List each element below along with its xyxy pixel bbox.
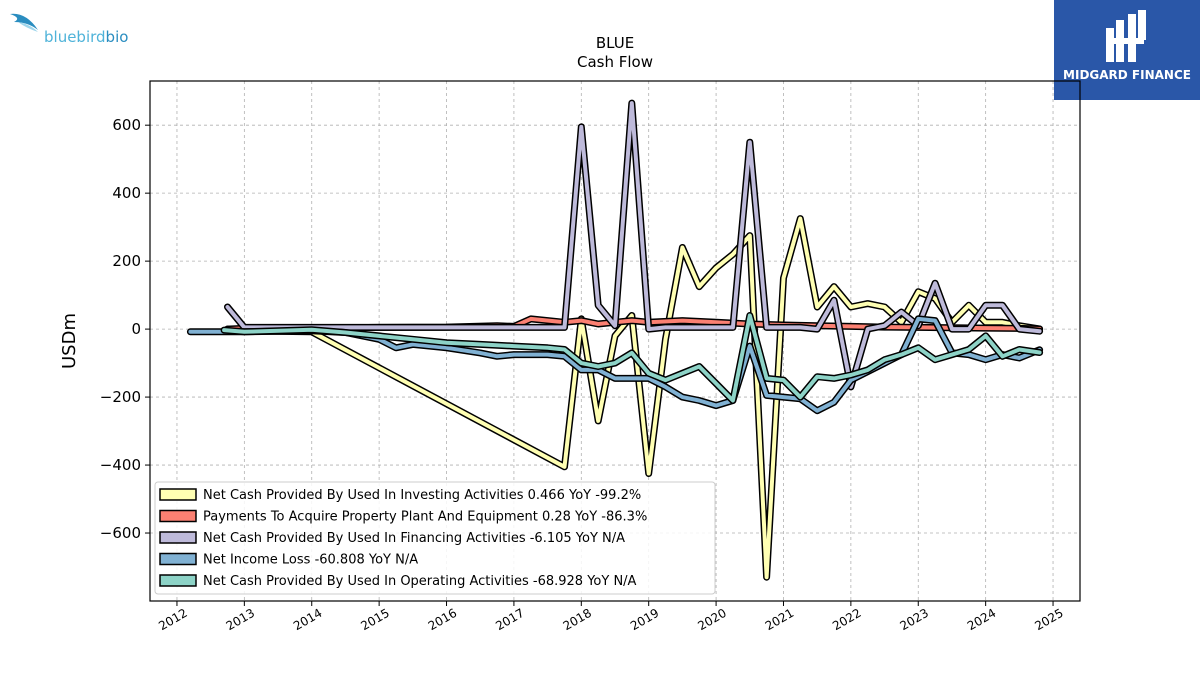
y-tick-label: −600	[100, 524, 141, 542]
x-tick-label: 2022	[830, 606, 863, 633]
bird-icon	[10, 13, 38, 32]
x-tick-label: 2012	[156, 606, 189, 633]
x-tick-label: 2017	[493, 606, 526, 633]
legend-entry: Net Income Loss -60.808 YoY N/A	[203, 553, 418, 568]
x-tick-label: 2018	[561, 606, 594, 633]
y-tick-label: 0	[131, 320, 141, 338]
y-tick-label: −200	[100, 388, 141, 406]
y-tick-label: 600	[112, 116, 141, 134]
bluebird-wordmark: bluebirdbio	[44, 28, 129, 46]
midgard-emblem-icon	[1106, 10, 1146, 62]
x-tick-label: 2023	[898, 606, 931, 633]
bluebird-logo: bluebirdbio	[8, 8, 158, 52]
x-tick-label: 2013	[224, 606, 257, 633]
y-tick-label: 400	[112, 184, 141, 202]
series-line	[188, 316, 1042, 413]
legend-entry: Net Cash Provided By Used In Investing A…	[203, 488, 641, 503]
series-line	[222, 313, 1042, 403]
legend-entry: Payments To Acquire Property Plant And E…	[203, 510, 647, 525]
legend: Net Cash Provided By Used In Investing A…	[154, 481, 716, 595]
x-tick-label: 2019	[628, 606, 661, 633]
series-line	[225, 101, 1042, 389]
y-tick-label: −400	[100, 456, 141, 474]
midgard-brand-logo: MIDGARD FINANCE	[1054, 0, 1200, 100]
series-4	[220, 312, 1044, 404]
legend-swatch	[159, 574, 197, 587]
legend-box	[154, 481, 716, 595]
legend-entry: Net Cash Provided By Used In Operating A…	[203, 574, 637, 589]
series-2	[224, 99, 1044, 391]
y-axis-label: USDm	[59, 313, 80, 369]
series-3	[186, 315, 1044, 415]
midgard-brand-text: MIDGARD FINANCE	[1063, 68, 1191, 82]
x-tick-label: 2014	[291, 606, 324, 633]
x-tick-label: 2020	[695, 606, 728, 633]
chart-title: BLUE	[596, 34, 634, 52]
legend-swatch	[159, 531, 197, 544]
y-tick-label: 200	[112, 252, 141, 270]
x-tick-label: 2021	[763, 606, 796, 633]
legend-swatch	[159, 488, 197, 501]
plot-frame	[149, 80, 1081, 602]
x-tick-label: 2025	[1032, 606, 1065, 633]
x-tick-label: 2015	[358, 606, 391, 633]
legend-swatch	[159, 509, 197, 523]
series-lines	[186, 99, 1044, 581]
legend-swatch	[159, 552, 197, 566]
x-tick-label: 2016	[426, 606, 459, 633]
legend-entry: Net Cash Provided By Used In Financing A…	[203, 531, 625, 546]
x-tick-label: 2024	[965, 606, 998, 633]
chart-subtitle: Cash Flow	[577, 53, 653, 71]
